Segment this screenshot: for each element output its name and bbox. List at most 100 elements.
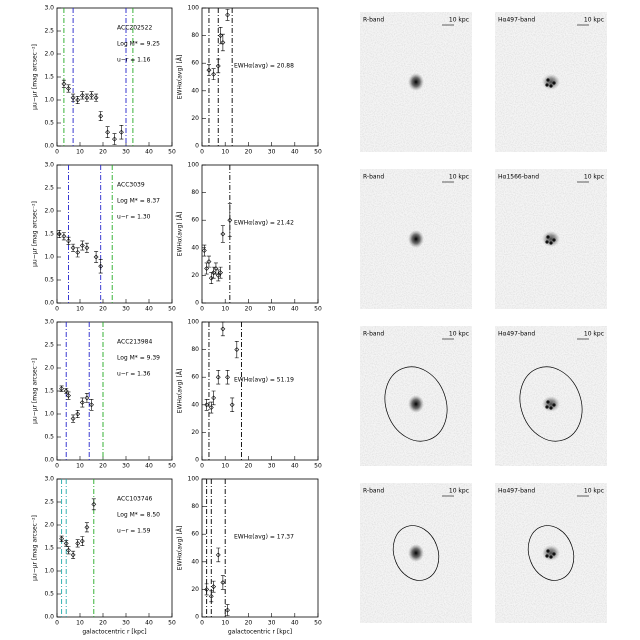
scale-label: 10 kpc: [449, 331, 469, 338]
annotation: u−r = 1.30: [117, 214, 151, 221]
error-bar: [66, 391, 71, 400]
error-bar: [71, 243, 76, 252]
error-bar: [220, 225, 225, 243]
annotation: u−r = 1.59: [117, 528, 151, 535]
y-tick-label: 80: [191, 32, 199, 39]
y-tick-label: 40: [191, 558, 199, 565]
data-point: [211, 270, 217, 276]
band-label: Hα497-band: [498, 331, 535, 338]
error-bar: [84, 93, 89, 102]
data-point: [84, 524, 90, 530]
data-point: [206, 259, 212, 265]
data-point: [204, 586, 210, 592]
data-point: [215, 552, 221, 558]
y-axis-label: EWHα(avg) [Å]: [177, 369, 184, 414]
data-point: [79, 243, 85, 248]
y-tick-label: 1.0: [44, 254, 54, 261]
x-tick-label: 10: [76, 463, 84, 470]
y-tick-label: 40: [191, 401, 199, 408]
error-bar: [216, 58, 221, 74]
y-tick-label: 0: [195, 457, 199, 464]
error-bar: [80, 240, 85, 251]
scale-label: 10 kpc: [449, 488, 469, 495]
y-tick-label: 1.5: [44, 545, 54, 552]
plot-frame: [201, 7, 319, 147]
x-tick-label: 20: [245, 149, 253, 156]
y-tick-label: 1.0: [44, 97, 54, 104]
data-point: [79, 538, 85, 544]
error-bar: [66, 546, 71, 555]
error-bar: [61, 232, 66, 241]
y-tick-label: 0: [195, 143, 199, 150]
error-bar: [94, 93, 99, 102]
x-tick-label: 50: [314, 306, 322, 313]
galaxy-image: Hα497-band 10 kpc: [495, 483, 607, 623]
emission-knot: [549, 241, 553, 245]
error-bar: [204, 398, 209, 411]
data-point: [201, 248, 207, 253]
data-point: [84, 395, 90, 401]
band-label: R-band: [363, 331, 384, 338]
data-point: [204, 266, 210, 271]
data-point: [220, 326, 226, 332]
y-axis-label: μu−μr [mag arcsec⁻²]: [32, 358, 39, 424]
x-tick-label: 50: [168, 463, 176, 470]
data-point: [70, 552, 76, 558]
x-tick-label: 40: [145, 149, 153, 156]
y-axis-label: μu−μr [mag arcsec⁻²]: [32, 44, 39, 110]
y-tick-label: 1.0: [44, 411, 54, 418]
galaxy-image: R-band 10 kpc: [360, 326, 472, 466]
error-bar: [211, 68, 216, 81]
data-point: [75, 411, 81, 417]
data-point: [75, 97, 81, 103]
plot-frame: [201, 164, 319, 304]
error-bar: [218, 266, 223, 279]
aperture: [392, 525, 440, 581]
annotation: EWHα(avg) = 51.19: [234, 377, 294, 384]
x-tick-label: 50: [314, 463, 322, 470]
y-tick-label: 20: [191, 115, 199, 122]
data-point: [79, 400, 85, 405]
error-bar: [105, 126, 110, 139]
annotation: Log M* = 8.37: [117, 198, 160, 205]
data-point: [225, 607, 230, 613]
x-tick-label: 0: [55, 463, 59, 470]
data-point: [84, 95, 90, 101]
y-tick-label: 60: [191, 374, 199, 381]
y-axis-label: μu−μr [mag arcsec⁻²]: [32, 201, 39, 267]
error-bar: [66, 84, 71, 93]
annotation: EWHα(avg) = 17.37: [234, 534, 294, 541]
annotation: EWHα(avg) = 21.42: [234, 220, 294, 227]
x-tick-label: 20: [245, 463, 253, 470]
y-tick-label: 2.0: [44, 365, 54, 372]
data-point: [204, 402, 210, 408]
y-tick-label: 2.5: [44, 499, 54, 506]
x-tick-label: 30: [122, 149, 130, 156]
data-point: [56, 231, 62, 237]
data-point: [93, 254, 99, 260]
x-tick-label: 0: [200, 149, 204, 156]
emission-knot: [549, 406, 553, 410]
emission-knot: [546, 235, 550, 239]
error-bar: [220, 33, 225, 52]
error-bar: [206, 255, 211, 268]
data-point: [61, 233, 67, 239]
data-point: [75, 249, 81, 255]
y-tick-label: 60: [191, 217, 199, 224]
band-label: R-band: [363, 174, 384, 181]
data-point: [218, 33, 223, 39]
x-tick-label: 10: [76, 306, 84, 313]
data-point: [105, 129, 111, 135]
x-tick-label: 50: [314, 620, 322, 627]
error-bar: [225, 9, 230, 21]
data-point: [215, 63, 221, 69]
annotation: EWHα(avg) = 20.88: [234, 63, 294, 70]
y-tick-label: 0: [195, 300, 199, 307]
y-tick-label: 100: [188, 319, 200, 326]
data-point: [66, 393, 71, 399]
x-tick-label: 50: [168, 306, 176, 313]
plot-frame: [56, 478, 173, 618]
y-tick-label: 1.5: [44, 231, 54, 238]
data-point: [79, 92, 85, 98]
error-bar: [75, 96, 80, 104]
